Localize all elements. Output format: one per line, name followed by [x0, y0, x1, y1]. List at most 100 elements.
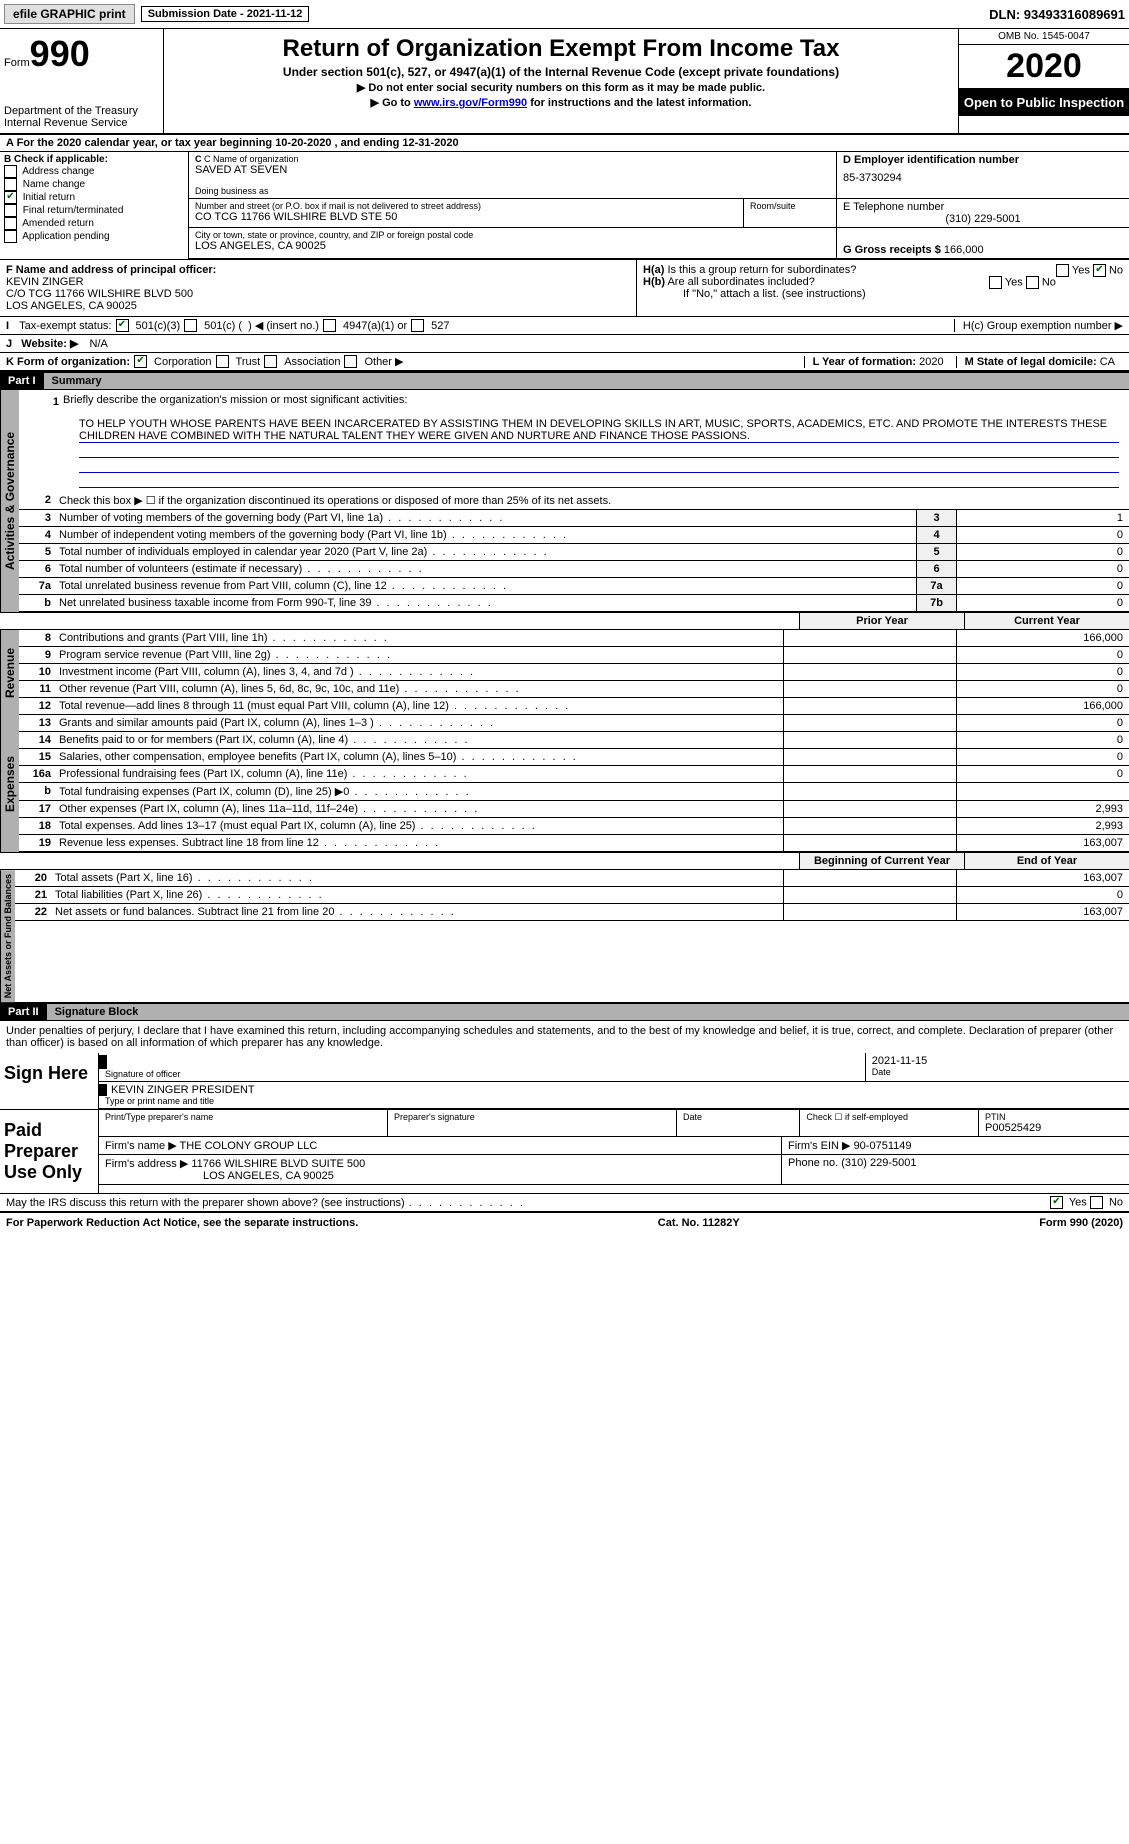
- type-name-label: Type or print name and title: [105, 1096, 1123, 1106]
- summary-line: 21Total liabilities (Part X, line 26)0: [15, 887, 1129, 904]
- checkbox-item[interactable]: Application pending: [4, 230, 184, 243]
- room-label: Room/suite: [750, 201, 830, 211]
- sign-here-block: Sign Here Signature of officer 2021-11-1…: [0, 1053, 1129, 1110]
- summary-line: 10Investment income (Part VIII, column (…: [19, 664, 1129, 681]
- officer-typed-name: KEVIN ZINGER PRESIDENT: [99, 1084, 1123, 1096]
- revenue-tab: Revenue: [0, 630, 19, 715]
- ptin-label: PTIN: [985, 1112, 1123, 1122]
- dba-label: Doing business as: [195, 186, 830, 196]
- net-assets-tab: Net Assets or Fund Balances: [0, 870, 15, 1002]
- officer-addr1: C/O TCG 11766 WILSHIRE BLVD 500: [6, 288, 630, 300]
- h-b: H(b) Are all subordinates included? Yes …: [643, 276, 1123, 288]
- checkbox-item[interactable]: Final return/terminated: [4, 204, 184, 217]
- summary-line: 2Check this box ▶ ☐ if the organization …: [19, 492, 1129, 510]
- instr-2: ▶ Go to www.irs.gov/Form990 for instruct…: [172, 96, 950, 109]
- open-public-badge: Open to Public Inspection: [959, 89, 1129, 116]
- mission-text: TO HELP YOUTH WHOSE PARENTS HAVE BEEN IN…: [79, 418, 1119, 443]
- firm-addr2: LOS ANGELES, CA 90025: [105, 1170, 334, 1182]
- summary-line: 14Benefits paid to or for members (Part …: [19, 732, 1129, 749]
- penalty-statement: Under penalties of perjury, I declare th…: [0, 1021, 1129, 1053]
- summary-line: bNet unrelated business taxable income f…: [19, 595, 1129, 612]
- irs-discuss-row: May the IRS discuss this return with the…: [0, 1194, 1129, 1212]
- officer-label: F Name and address of principal officer:: [6, 264, 630, 276]
- entity-info-row: B Check if applicable: Address change Na…: [0, 152, 1129, 260]
- tax-exempt-status: I Tax-exempt status: 501(c)(3) 501(c) ( …: [0, 317, 1129, 335]
- summary-line: 17Other expenses (Part IX, column (A), l…: [19, 801, 1129, 818]
- street-label: Number and street (or P.O. box if mail i…: [195, 201, 737, 211]
- ptin-value: P00525429: [985, 1122, 1123, 1134]
- ein-value: 85-3730294: [843, 166, 1123, 190]
- expenses-group: Expenses 13Grants and similar amounts pa…: [0, 715, 1129, 852]
- efile-print-button[interactable]: efile GRAPHIC print: [4, 4, 135, 24]
- state-domicile: M State of legal domicile: CA: [956, 356, 1123, 368]
- website-row: J Website: ▶ N/A: [0, 335, 1129, 353]
- summary-line: 12Total revenue—add lines 8 through 11 (…: [19, 698, 1129, 715]
- summary-line: 22Net assets or fund balances. Subtract …: [15, 904, 1129, 921]
- summary-line: 6Total number of volunteers (estimate if…: [19, 561, 1129, 578]
- checkbox-item[interactable]: Amended return: [4, 217, 184, 230]
- phone-label: E Telephone number: [843, 201, 1123, 213]
- summary-line: 15Salaries, other compensation, employee…: [19, 749, 1129, 766]
- firm-ein: 90-0751149: [854, 1140, 912, 1152]
- section-b-checkboxes: B Check if applicable: Address change Na…: [0, 152, 189, 259]
- form-subtitle: Under section 501(c), 527, or 4947(a)(1)…: [172, 65, 950, 79]
- form-org-row: K Form of organization: Corporation Trus…: [0, 353, 1129, 371]
- org-name-label: C C Name of organization: [195, 154, 830, 164]
- gross-receipts: G Gross receipts $ 166,000: [843, 230, 1123, 256]
- summary-line: 16aProfessional fundraising fees (Part I…: [19, 766, 1129, 783]
- prep-date-label: Date: [683, 1112, 793, 1122]
- checkbox-item[interactable]: Initial return: [4, 191, 184, 204]
- org-name: SAVED AT SEVEN: [195, 164, 830, 176]
- self-employed-check: Check ☐ if self-employed: [806, 1112, 972, 1123]
- prep-sig-label: Preparer's signature: [394, 1112, 670, 1122]
- dept-label: Department of the Treasury: [4, 105, 159, 117]
- h-a: H(a) Is this a group return for subordin…: [643, 264, 1123, 276]
- checkbox-item[interactable]: Name change: [4, 178, 184, 191]
- top-bar: efile GRAPHIC print Submission Date - 20…: [0, 0, 1129, 29]
- firm-phone: (310) 229-5001: [841, 1157, 916, 1169]
- summary-line: 11Other revenue (Part VIII, column (A), …: [19, 681, 1129, 698]
- firm-addr-label: Firm's address ▶: [105, 1158, 188, 1170]
- summary-line: 8Contributions and grants (Part VIII, li…: [19, 630, 1129, 647]
- year-formation: L Year of formation: 2020: [804, 356, 952, 368]
- paid-preparer-block: Paid Preparer Use Only Print/Type prepar…: [0, 1110, 1129, 1194]
- form-number: Form990: [4, 33, 159, 75]
- firm-ein-label: Firm's EIN ▶: [788, 1140, 851, 1152]
- officer-name: KEVIN ZINGER: [6, 276, 630, 288]
- ein-label: D Employer identification number: [843, 154, 1123, 166]
- sig-date: 2021-11-15: [872, 1055, 1123, 1067]
- city-label: City or town, state or province, country…: [195, 230, 830, 240]
- officer-addr2: LOS ANGELES, CA 90025: [6, 300, 630, 312]
- summary-line: 3Number of voting members of the governi…: [19, 510, 1129, 527]
- part-ii-header: Part II Signature Block: [0, 1002, 1129, 1021]
- summary-line: 5Total number of individuals employed in…: [19, 544, 1129, 561]
- sig-officer-label: Signature of officer: [105, 1069, 859, 1079]
- mission-label: Briefly describe the organization's miss…: [63, 394, 407, 410]
- part-i-header: Part I Summary: [0, 371, 1129, 390]
- summary-line: 19Revenue less expenses. Subtract line 1…: [19, 835, 1129, 852]
- firm-phone-label: Phone no.: [788, 1157, 838, 1169]
- street-value: CO TCG 11766 WILSHIRE BLVD STE 50: [195, 211, 737, 223]
- pra-notice: For Paperwork Reduction Act Notice, see …: [6, 1217, 358, 1229]
- summary-line: bTotal fundraising expenses (Part IX, co…: [19, 783, 1129, 801]
- checkbox-item[interactable]: Address change: [4, 165, 184, 178]
- summary-line: 7aTotal unrelated business revenue from …: [19, 578, 1129, 595]
- page-footer: For Paperwork Reduction Act Notice, see …: [0, 1212, 1129, 1233]
- summary-line: 20Total assets (Part X, line 16)163,007: [15, 870, 1129, 887]
- activities-governance-group: Activities & Governance 1 Briefly descri…: [0, 390, 1129, 612]
- catalog-number: Cat. No. 11282Y: [658, 1217, 740, 1229]
- section-a-tax-year: A For the 2020 calendar year, or tax yea…: [0, 135, 1129, 152]
- summary-line: 4Number of independent voting members of…: [19, 527, 1129, 544]
- governance-tab: Activities & Governance: [0, 390, 19, 612]
- summary-line: 13Grants and similar amounts paid (Part …: [19, 715, 1129, 732]
- h-c: H(c) Group exemption number ▶: [954, 319, 1123, 332]
- tax-year: 2020: [959, 45, 1129, 89]
- form990-link[interactable]: www.irs.gov/Form990: [414, 97, 527, 109]
- date-label: Date: [872, 1067, 1123, 1077]
- prior-current-header: Prior Year Current Year: [0, 612, 1129, 630]
- instr-1: ▶ Do not enter social security numbers o…: [172, 81, 950, 94]
- officer-group-row: F Name and address of principal officer:…: [0, 260, 1129, 317]
- irs-label: Internal Revenue Service: [4, 117, 159, 129]
- form-title: Return of Organization Exempt From Incom…: [172, 35, 950, 63]
- h-b-note: If "No," attach a list. (see instruction…: [643, 288, 1123, 300]
